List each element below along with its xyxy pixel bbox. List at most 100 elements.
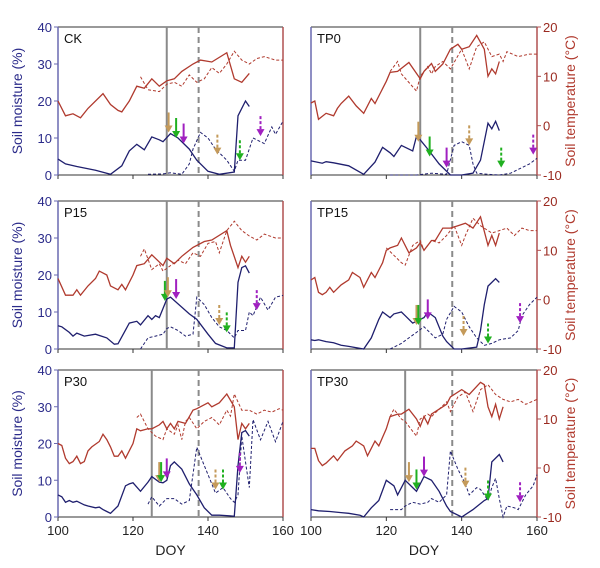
y-tick-label: 10: [38, 473, 52, 488]
arrow-purple-dashed: [529, 134, 538, 155]
y2-tick-label: 10: [543, 412, 557, 427]
y-tick-label: 10: [38, 305, 52, 320]
arrow-purple-solid: [442, 147, 451, 168]
arrow-head: [252, 303, 261, 311]
x-tick-label: 160: [526, 523, 548, 538]
arrow-green-dashed: [235, 140, 244, 161]
arrow-tan-solid: [404, 462, 413, 483]
moisture-solid-line: [310, 453, 504, 518]
arrow-head: [213, 147, 222, 155]
arrow-head: [172, 292, 181, 300]
arrow-head: [414, 134, 423, 142]
y2-tick-label: 0: [543, 293, 550, 308]
x-axis-title: DOY: [409, 542, 440, 558]
arrow-green-dashed: [497, 147, 506, 168]
arrow-head: [172, 131, 181, 138]
y2-tick-label: 20: [543, 194, 557, 209]
arrow-head: [235, 465, 244, 473]
y-tick-label: 30: [38, 231, 52, 246]
arrow-head: [516, 316, 525, 324]
arrow-purple-solid: [420, 456, 428, 477]
x-tick-label: 140: [451, 523, 473, 538]
arrow-tan-dashed: [461, 467, 470, 488]
temperature-solid-line: [310, 34, 500, 121]
arrow-tan-dashed: [459, 316, 468, 337]
arrow-head: [414, 317, 423, 325]
moisture-solid-line: [310, 119, 500, 176]
y-tick-label: 0: [45, 510, 52, 525]
y-tick-label: 40: [38, 363, 52, 378]
arrow-green-solid: [172, 118, 181, 138]
panel-p30: 100 120 140 160 0 10 20 30 40 Soil moisture (%) DO…: [9, 363, 294, 558]
arrow-head: [215, 317, 224, 325]
arrow-purple-dashed: [516, 303, 525, 324]
x-tick-label: 120: [122, 523, 144, 538]
y2-axis-title: Soil temperature (°C): [562, 35, 578, 167]
y2-tick-label: -10: [543, 168, 562, 183]
arrow-tan-dashed: [213, 134, 222, 155]
y-tick-label: 20: [38, 94, 52, 109]
x-tick-label: 100: [47, 523, 69, 538]
temperature-dashed-line: [385, 217, 537, 266]
moisture-solid-line: [57, 264, 250, 349]
moisture-solid-line: [310, 277, 500, 350]
panel-label: P30: [64, 374, 87, 389]
y2-tick-label: -10: [543, 510, 562, 525]
arrow-head: [404, 475, 413, 483]
arrow-purple-solid: [423, 299, 432, 320]
arrow-green-solid: [160, 280, 169, 301]
arrow-tan-solid: [163, 277, 172, 298]
moisture-solid-line: [57, 99, 250, 176]
arrow-green-solid: [425, 136, 434, 157]
arrow-head: [412, 482, 421, 490]
temperature-solid-line: [57, 392, 250, 465]
arrow-head: [459, 329, 468, 337]
panel-label: TP30: [317, 374, 348, 389]
arrow-purple-dashed: [516, 482, 525, 503]
arrow-head: [163, 290, 172, 298]
x-tick-label: 140: [197, 523, 219, 538]
arrow-head: [179, 136, 188, 144]
arrow-head: [497, 160, 506, 168]
arrow-green-dashed: [484, 323, 493, 344]
arrow-head: [256, 129, 265, 137]
y-tick-label: 20: [38, 268, 52, 283]
temperature-solid-line: [310, 215, 500, 296]
temperature-dashed-line: [136, 392, 284, 441]
x-axis-title: DOY: [155, 542, 186, 558]
y-tick-label: 0: [45, 342, 52, 357]
temperature-dashed-line: [389, 384, 538, 438]
temperature-solid-line: [57, 229, 250, 297]
moisture-dashed-line: [390, 141, 538, 176]
arrow-tan-dashed: [211, 469, 220, 490]
arrow-head: [465, 138, 474, 146]
y-tick-label: 30: [38, 57, 52, 72]
arrow-purple-solid: [172, 279, 181, 300]
arrow-head: [162, 471, 171, 479]
arrow-head: [219, 482, 227, 490]
arrow-head: [222, 325, 231, 333]
panel-tp0: -10 0 10 20 Soil temperature (°C) TP0: [310, 20, 578, 183]
arrow-head: [235, 153, 244, 161]
x-tick-label: 120: [375, 523, 397, 538]
arrow-green-dashed: [222, 312, 231, 333]
arrow-head: [484, 493, 493, 501]
panel-label: TP15: [317, 205, 348, 220]
y2-tick-label: 10: [543, 243, 557, 258]
y-tick-label: 40: [38, 20, 52, 35]
panel-label: CK: [64, 31, 82, 46]
arrow-tan-dashed: [215, 304, 224, 325]
arrow-head: [164, 125, 173, 133]
arrow-tan-solid: [164, 112, 173, 133]
y-axis-title: Soil moisture (%): [9, 48, 25, 155]
arrow-head: [420, 469, 428, 477]
y2-tick-label: 20: [543, 20, 557, 35]
moisture-dashed-line: [147, 419, 284, 507]
arrow-green-solid: [414, 304, 423, 325]
arrow-head: [461, 480, 470, 488]
y2-axis-title: Soil temperature (°C): [562, 209, 578, 341]
arrow-head: [157, 475, 166, 483]
y2-tick-label: 0: [543, 119, 550, 134]
